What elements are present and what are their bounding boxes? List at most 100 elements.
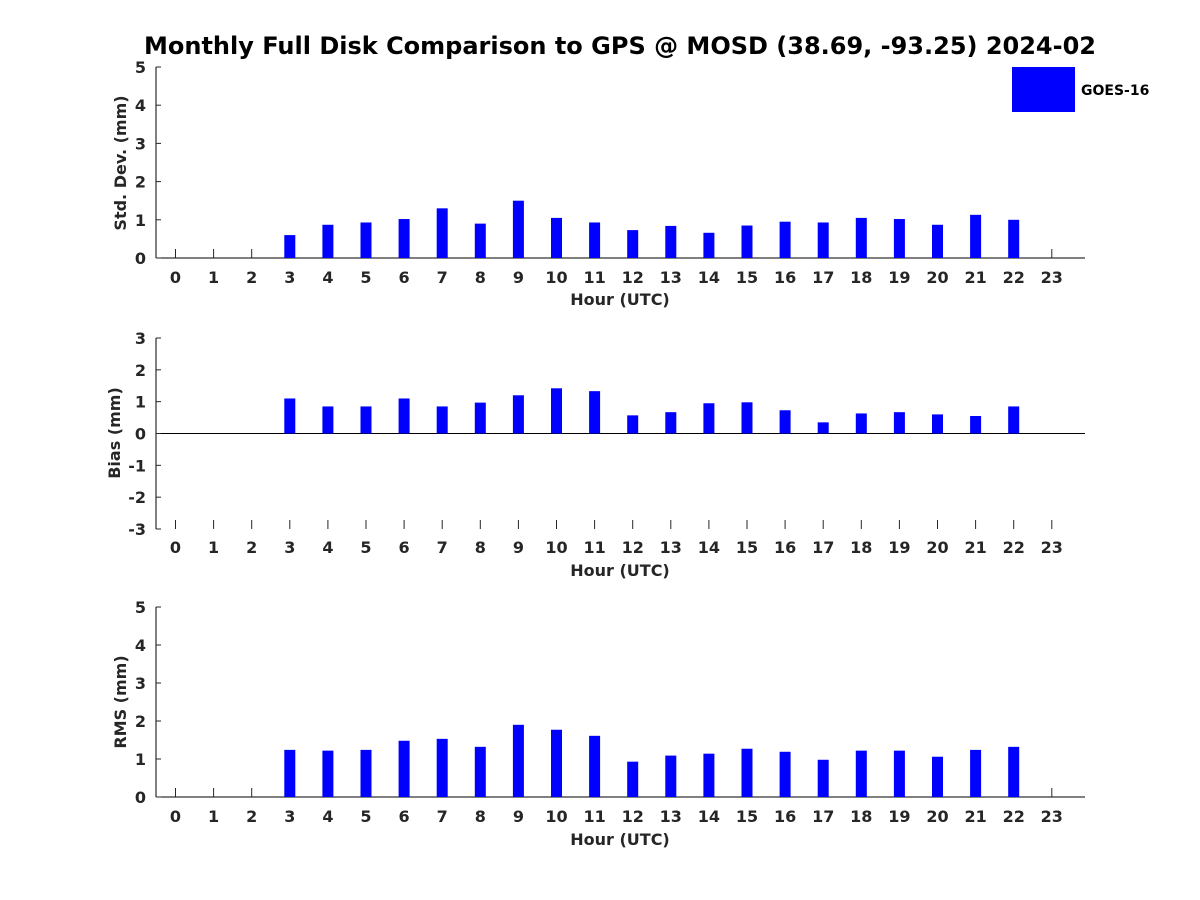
rms-xtick-label: 15	[736, 807, 758, 826]
std-dev-bar	[398, 219, 410, 258]
bias-bar	[360, 406, 372, 434]
std-dev-xtick-label: 13	[660, 268, 682, 287]
std-dev-xtick-label: 23	[1041, 268, 1063, 287]
rms-bar	[551, 729, 562, 797]
rms-ytick-label: 4	[135, 636, 146, 655]
bias-xtick-label: 16	[774, 538, 796, 557]
std-dev-bar	[436, 208, 448, 258]
bias-bars	[284, 388, 1020, 434]
std-dev-bar	[741, 225, 753, 258]
rms-xtick-label: 9	[513, 807, 524, 826]
std-dev-ytick-label: 0	[135, 249, 146, 268]
bias-xtick-label: 15	[736, 538, 758, 557]
std-dev-xtick-label: 17	[812, 268, 834, 287]
std-dev-xtick-label: 19	[888, 268, 910, 287]
bias-bar	[512, 395, 524, 434]
bias-bar	[284, 398, 296, 434]
bias-xtick-label: 3	[284, 538, 295, 557]
rms-ytick-label: 1	[135, 750, 146, 769]
rms-xtick-label: 3	[284, 807, 295, 826]
rms-xtick-label: 5	[360, 807, 371, 826]
legend-label: GOES-16	[1081, 83, 1149, 99]
std-dev-xtick-label: 10	[545, 268, 567, 287]
rms-ytick-label: 5	[135, 598, 146, 617]
bias-bar	[474, 402, 486, 434]
legend: GOES-16	[1012, 67, 1149, 112]
std-dev-xtick-label: 2	[246, 268, 257, 287]
std-dev-bar	[360, 222, 372, 258]
legend-swatch	[1012, 67, 1075, 112]
bias-ytick-label: -1	[128, 456, 146, 475]
std-dev-xtick-label: 4	[322, 268, 333, 287]
rms-xlabel: Hour (UTC)	[570, 830, 670, 849]
bias-ytick-label: 0	[135, 425, 146, 444]
bias-xtick-label: 11	[583, 538, 605, 557]
rms-xtick-label: 16	[774, 807, 796, 826]
rms-xtick-label: 22	[1003, 807, 1025, 826]
std-dev-xtick-label: 21	[964, 268, 986, 287]
std-dev-bar	[627, 230, 639, 258]
bias-bar	[436, 406, 448, 434]
rms-bar	[512, 724, 524, 797]
rms-xtick-label: 18	[850, 807, 872, 826]
bias-xtick-label: 6	[399, 538, 410, 557]
std-dev-bar	[779, 221, 791, 258]
bias-bar	[932, 414, 943, 434]
rms-bar	[817, 759, 829, 797]
std-dev-xlabel: Hour (UTC)	[570, 290, 670, 309]
std-dev-bar	[284, 235, 296, 258]
bias-bar	[703, 403, 715, 434]
bias-ylabel: Bias (mm)	[105, 387, 124, 479]
bias-xtick-label: 23	[1041, 538, 1063, 557]
bias-xlabel: Hour (UTC)	[570, 561, 670, 580]
rms-xtick-label: 23	[1041, 807, 1063, 826]
bias-bar	[627, 415, 639, 434]
rms-ytick-label: 0	[135, 788, 146, 807]
rms-bar	[474, 746, 486, 797]
rms-bar	[665, 755, 677, 797]
bias-bar	[855, 413, 867, 434]
rms-bar	[322, 750, 334, 797]
bias-bar	[322, 406, 334, 434]
rms-bar	[284, 749, 296, 797]
std-dev-xtick-label: 3	[284, 268, 295, 287]
bias-xtick-label: 2	[246, 538, 257, 557]
rms-xtick-label: 13	[660, 807, 682, 826]
bias-xtick-label: 1	[208, 538, 219, 557]
std-dev-bar	[1008, 219, 1020, 258]
std-dev-bar	[474, 223, 486, 258]
rms-bar	[360, 749, 372, 797]
std-dev-ytick-label: 1	[135, 211, 146, 230]
bias-bar	[817, 422, 829, 434]
bias-xtick-label: 5	[360, 538, 371, 557]
bias-bar	[398, 398, 410, 434]
rms-xtick-label: 20	[926, 807, 948, 826]
bias-xtick-label: 14	[698, 538, 720, 557]
rms-xtick-label: 8	[475, 807, 486, 826]
rms-ytick-label: 3	[135, 674, 146, 693]
std-dev-xtick-label: 15	[736, 268, 758, 287]
bias-ytick-label: -3	[128, 520, 146, 539]
std-dev-xtick-label: 7	[437, 268, 448, 287]
std-dev-xtick-label: 5	[360, 268, 371, 287]
rms-xtick-label: 17	[812, 807, 834, 826]
rms-ytick-label: 2	[135, 712, 146, 731]
rms-xtick-label: 2	[246, 807, 257, 826]
bias-bar	[741, 402, 753, 434]
rms-xtick-label: 4	[322, 807, 333, 826]
bias-bar	[893, 412, 905, 434]
std-dev-xtick-label: 18	[850, 268, 872, 287]
bias-ytick-label: 1	[135, 393, 146, 412]
bias-bar	[665, 412, 677, 434]
std-dev-xtick-label: 0	[170, 268, 181, 287]
std-dev-xtick-label: 14	[698, 268, 720, 287]
bias-ytick-label: -2	[128, 488, 146, 507]
std-dev-xtick-label: 11	[583, 268, 605, 287]
rms-bar	[703, 753, 715, 797]
std-dev-xtick-label: 1	[208, 268, 219, 287]
bias-xtick-label: 4	[322, 538, 333, 557]
bias-xtick-label: 7	[437, 538, 448, 557]
std-dev-xtick-label: 6	[399, 268, 410, 287]
